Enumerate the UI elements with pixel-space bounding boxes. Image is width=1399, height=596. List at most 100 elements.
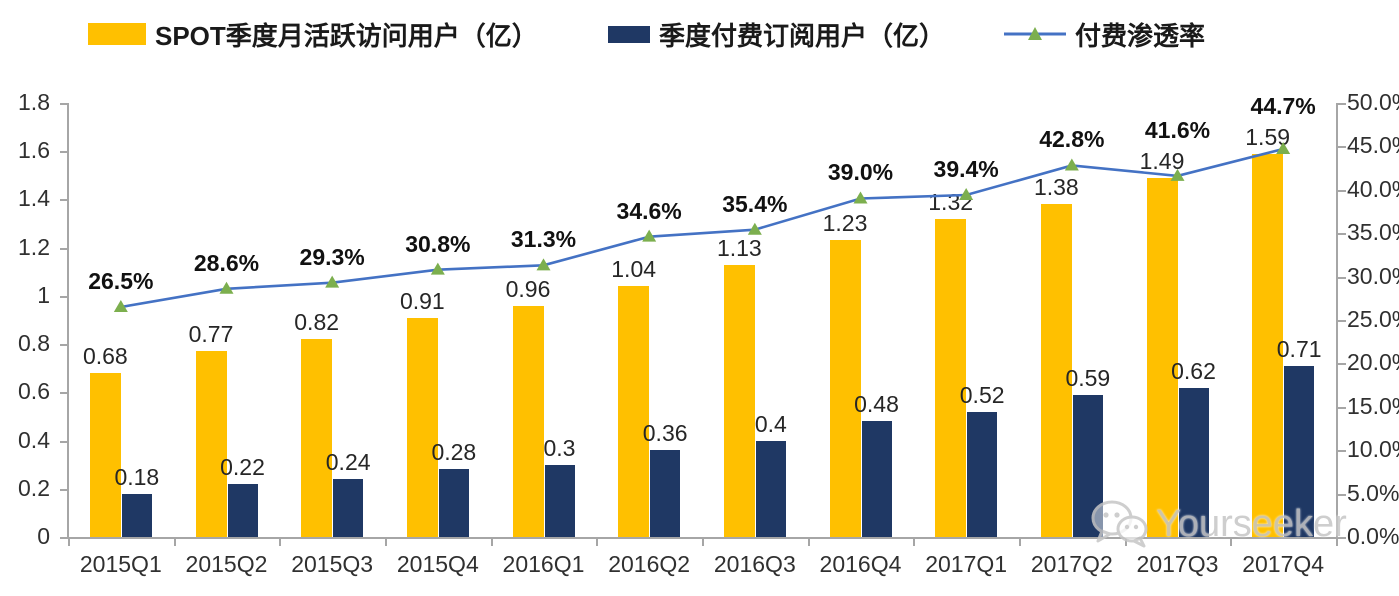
line-marker-triangle-2015Q4 — [430, 262, 445, 275]
x-axis-label-2015Q3: 2015Q3 — [291, 551, 374, 577]
x-axis-tick — [913, 539, 916, 546]
x-axis-tick — [1124, 539, 1127, 546]
line-marker-triangle-2017Q3 — [1170, 168, 1185, 181]
bar-label-subs-2015Q3: 0.24 — [325, 449, 371, 476]
bar-label-subs-2017Q2: 0.59 — [1065, 364, 1111, 391]
x-axis-label-2015Q1: 2015Q1 — [79, 551, 162, 577]
left-axis-tick-label: 0.6 — [18, 378, 50, 405]
pct-label-2016Q4: 39.0% — [827, 159, 894, 186]
left-axis-tick — [60, 488, 68, 491]
legend-item-mau: SPOT季度月活跃访问用户（亿） — [88, 16, 538, 52]
bar-subs-2016Q4 — [861, 421, 892, 537]
line-marker-triangle-2016Q4 — [853, 191, 868, 204]
line-marker-triangle-2016Q3 — [747, 222, 762, 235]
pct-label-2015Q2: 28.6% — [193, 249, 260, 276]
x-axis-label-2016Q2: 2016Q2 — [608, 551, 691, 577]
left-axis-tick-label: 1.4 — [18, 185, 50, 212]
right-axis-tick — [1338, 450, 1346, 453]
pct-label-2015Q4: 30.8% — [405, 230, 471, 257]
left-axis-tick-label: 1 — [37, 281, 50, 308]
bar-label-subs-2017Q1: 0.52 — [959, 381, 1005, 408]
left-axis-tick — [60, 103, 68, 105]
line-marker-triangle-2015Q1 — [113, 299, 128, 312]
bar-mau-2016Q4 — [829, 240, 861, 537]
right-axis-tick-label: 40.0% — [1347, 175, 1399, 202]
bar-label-subs-2016Q1: 0.3 — [543, 434, 576, 461]
x-axis-tick — [68, 539, 70, 546]
bar-label-mau-2016Q3: 1.13 — [716, 234, 762, 261]
pct-label-2016Q1: 31.3% — [510, 226, 577, 253]
bar-label-mau-2015Q3: 0.82 — [294, 309, 340, 336]
x-axis-label-2016Q4: 2016Q4 — [819, 551, 902, 577]
left-axis-tick-label: 0.2 — [18, 474, 50, 501]
bar-label-mau-2017Q3: 1.49 — [1139, 147, 1185, 174]
right-axis-line — [1336, 103, 1338, 537]
bar-subs-2015Q4 — [438, 469, 469, 537]
bar-mau-2015Q3 — [301, 339, 333, 537]
x-axis-tick — [596, 539, 599, 546]
pct-label-2017Q2: 42.8% — [1039, 126, 1105, 153]
bar-label-mau-2017Q2: 1.38 — [1033, 174, 1079, 201]
line-marker-triangle-2017Q1 — [959, 188, 974, 201]
bar-label-mau-2016Q1: 0.96 — [505, 275, 551, 302]
x-axis-label-2015Q4: 2015Q4 — [396, 551, 479, 577]
right-axis-tick — [1338, 320, 1346, 322]
left-axis-tick-label: 0 — [37, 523, 50, 549]
left-axis-tick — [60, 392, 68, 395]
bar-mau-2017Q1 — [935, 218, 967, 537]
left-axis-tick-label: 0.4 — [18, 426, 50, 453]
left-axis-tick — [60, 199, 68, 202]
line-marker-triangle-2017Q4 — [1276, 142, 1291, 155]
left-axis-tick — [60, 295, 68, 298]
line-marker-triangle-2016Q1 — [536, 258, 551, 271]
x-axis-tick — [1019, 539, 1021, 546]
legend-item-penetration: 付费渗透率 — [1004, 16, 1205, 52]
right-axis-tick — [1338, 363, 1346, 366]
bar-subs-2017Q2 — [1072, 394, 1103, 537]
left-axis-line — [67, 103, 69, 537]
right-axis-tick — [1338, 276, 1346, 279]
left-axis-tick — [60, 537, 68, 539]
pct-label-2015Q1: 26.5% — [88, 267, 154, 294]
bottom-axis-line — [67, 537, 1338, 539]
bar-label-subs-2015Q2: 0.22 — [220, 453, 265, 480]
penetration-line — [120, 147, 1284, 309]
left-axis-tick — [60, 440, 68, 443]
line-marker-swatch-icon — [1004, 27, 1066, 40]
line-marker-triangle-2015Q3 — [325, 275, 340, 288]
x-axis-label-2016Q1: 2016Q1 — [502, 551, 585, 577]
right-axis-tick-label: 20.0% — [1347, 349, 1399, 376]
x-axis-label-2017Q2: 2017Q2 — [1030, 551, 1113, 577]
legend: SPOT季度月活跃访问用户（亿） 季度付费订阅用户（亿） 付费渗透率 — [0, 16, 1399, 52]
left-axis-tick-label: 0.8 — [18, 330, 50, 357]
bar-mau-2017Q4 — [1252, 153, 1284, 537]
bar-subs-2017Q3 — [1178, 387, 1209, 537]
pct-label-2017Q1: 39.4% — [933, 156, 999, 182]
bar-label-mau-2015Q4: 0.91 — [399, 287, 445, 314]
left-axis-tick-label: 1.6 — [18, 137, 50, 164]
bar-label-mau-2015Q1: 0.68 — [82, 343, 128, 370]
x-axis-tick — [1230, 539, 1233, 546]
legend-label-subs: 季度付费订阅用户（亿） — [659, 20, 946, 51]
bar-label-subs-2017Q4: 0.71 — [1276, 335, 1322, 362]
right-axis-tick-label: 35.0% — [1347, 219, 1399, 246]
right-axis-tick-label: 0.0% — [1347, 523, 1399, 549]
x-axis-label-2017Q1: 2017Q1 — [925, 551, 1008, 577]
right-axis-tick — [1338, 537, 1346, 539]
bar-label-subs-2015Q1: 0.18 — [114, 463, 160, 490]
mau-swatch-icon — [88, 23, 146, 45]
subs-swatch-icon — [608, 25, 650, 43]
left-axis-tick-label: 1.8 — [18, 89, 50, 115]
line-marker-triangle-2017Q2 — [1064, 158, 1079, 171]
x-axis-tick — [807, 539, 810, 546]
x-axis-tick — [173, 539, 176, 546]
bar-subs-2017Q4 — [1284, 365, 1315, 537]
pct-label-2017Q4: 44.7% — [1250, 92, 1316, 119]
right-axis-tick-label: 10.0% — [1347, 436, 1399, 463]
bar-label-mau-2016Q4: 1.23 — [822, 210, 868, 237]
watermark-text: Yourseeker — [1156, 502, 1347, 545]
x-axis-label-2017Q4: 2017Q4 — [1242, 551, 1325, 577]
x-axis-tick — [1336, 539, 1338, 546]
